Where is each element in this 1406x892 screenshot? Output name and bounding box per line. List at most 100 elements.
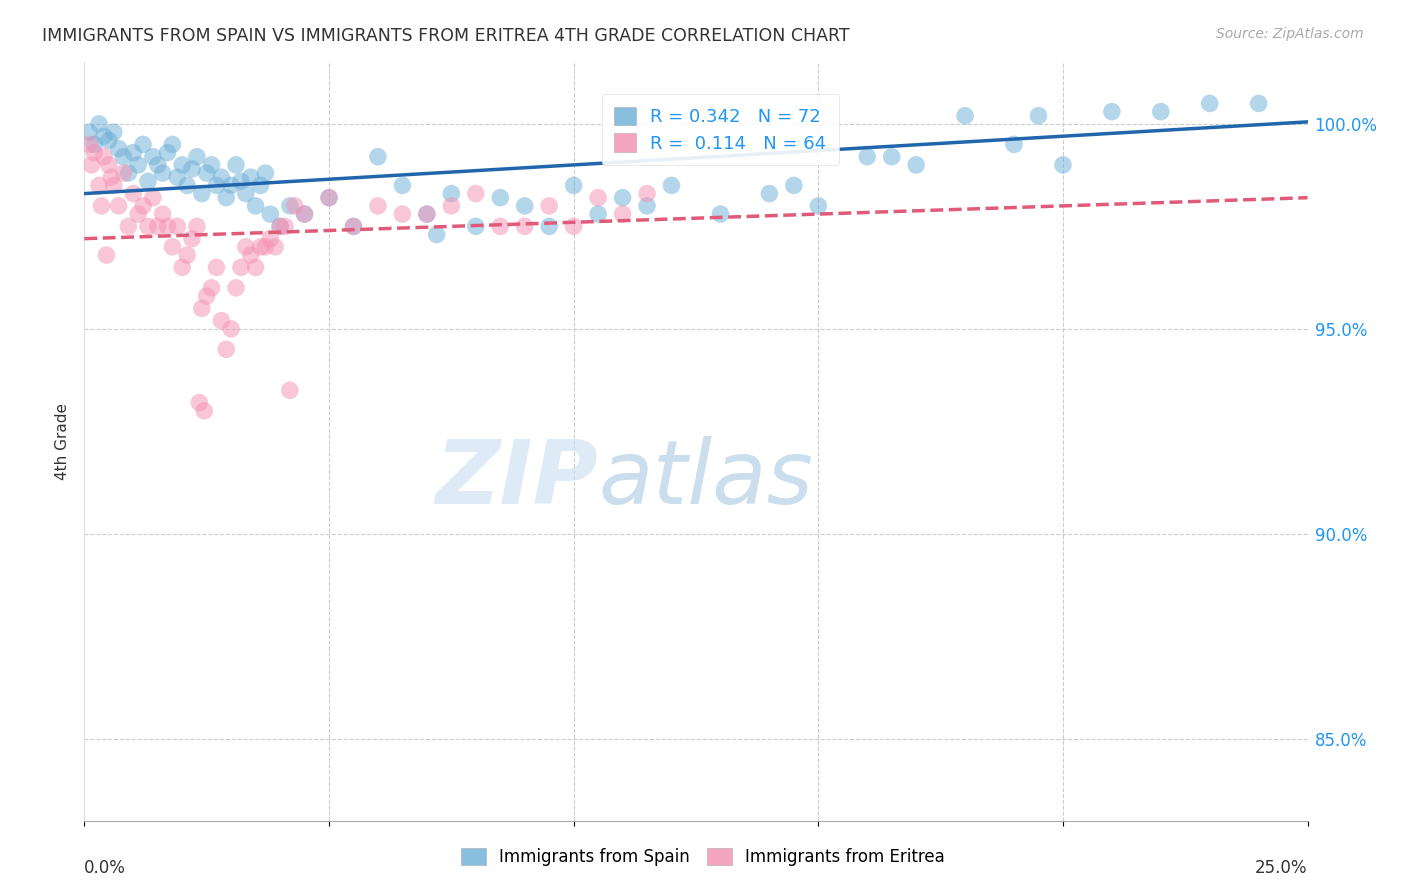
- Text: Source: ZipAtlas.com: Source: ZipAtlas.com: [1216, 27, 1364, 41]
- Point: [181, 161, 204, 176]
- Point: [103, 125, 125, 139]
- Point: [245, 260, 267, 275]
- Point: [195, 166, 218, 180]
- Point: [367, 150, 389, 164]
- Point: [219, 178, 242, 193]
- Point: [209, 170, 232, 185]
- Point: [294, 207, 316, 221]
- Point: [278, 384, 301, 398]
- Point: [127, 158, 149, 172]
- Text: atlas: atlas: [598, 436, 813, 523]
- Text: IMMIGRANTS FROM SPAIN VS IMMIGRANTS FROM ERITREA 4TH GRADE CORRELATION CHART: IMMIGRANTS FROM SPAIN VS IMMIGRANTS FROM…: [42, 27, 849, 45]
- Point: [259, 207, 281, 221]
- Point: [953, 109, 976, 123]
- Point: [156, 145, 179, 160]
- Point: [342, 219, 364, 234]
- Point: [87, 117, 110, 131]
- Point: [200, 281, 222, 295]
- Point: [586, 207, 609, 221]
- Point: [195, 289, 218, 303]
- Point: [152, 207, 174, 221]
- Point: [807, 199, 830, 213]
- Point: [112, 166, 135, 180]
- Point: [132, 137, 155, 152]
- Point: [636, 186, 658, 201]
- Point: [193, 404, 215, 418]
- Point: [191, 186, 214, 201]
- Point: [176, 248, 198, 262]
- Point: [489, 219, 512, 234]
- Point: [1052, 158, 1074, 172]
- Point: [136, 174, 159, 188]
- Point: [391, 207, 413, 221]
- Point: [112, 150, 135, 164]
- Point: [586, 191, 609, 205]
- Y-axis label: 4th Grade: 4th Grade: [55, 403, 70, 480]
- Point: [122, 145, 145, 160]
- Point: [856, 150, 879, 164]
- Point: [249, 178, 271, 193]
- Point: [152, 166, 174, 180]
- Point: [186, 219, 208, 234]
- Point: [489, 191, 512, 205]
- Point: [80, 158, 103, 172]
- Point: [426, 227, 449, 242]
- Point: [166, 219, 188, 234]
- Point: [318, 191, 340, 205]
- Point: [156, 219, 179, 234]
- Point: [97, 133, 120, 147]
- Point: [1101, 104, 1123, 119]
- Point: [318, 191, 340, 205]
- Point: [107, 199, 129, 213]
- Point: [117, 166, 139, 180]
- Point: [254, 166, 277, 180]
- Point: [219, 322, 242, 336]
- Point: [562, 178, 585, 193]
- Point: [96, 248, 118, 262]
- Point: [440, 186, 463, 201]
- Point: [93, 150, 115, 164]
- Point: [562, 219, 585, 234]
- Point: [181, 232, 204, 246]
- Point: [391, 178, 413, 193]
- Point: [215, 343, 238, 357]
- Point: [209, 313, 232, 327]
- Point: [284, 199, 307, 213]
- Point: [1002, 137, 1025, 152]
- Point: [100, 170, 122, 185]
- Point: [172, 260, 194, 275]
- Point: [122, 186, 145, 201]
- Point: [367, 199, 389, 213]
- Point: [191, 301, 214, 316]
- Point: [249, 240, 271, 254]
- Point: [90, 199, 112, 213]
- Point: [77, 137, 100, 152]
- Point: [1150, 104, 1173, 119]
- Text: ZIP: ZIP: [436, 436, 598, 523]
- Point: [239, 248, 262, 262]
- Point: [97, 158, 120, 172]
- Point: [225, 158, 247, 172]
- Point: [538, 199, 561, 213]
- Point: [245, 199, 267, 213]
- Point: [107, 141, 129, 155]
- Point: [127, 207, 149, 221]
- Point: [142, 191, 165, 205]
- Point: [416, 207, 439, 221]
- Point: [464, 186, 486, 201]
- Point: [416, 207, 439, 221]
- Point: [294, 207, 316, 221]
- Point: [205, 178, 228, 193]
- Point: [162, 137, 184, 152]
- Point: [239, 170, 262, 185]
- Point: [200, 158, 222, 172]
- Point: [440, 199, 463, 213]
- Point: [264, 240, 287, 254]
- Point: [269, 219, 291, 234]
- Point: [83, 145, 105, 160]
- Legend: R = 0.342   N = 72, R =  0.114   N = 64: R = 0.342 N = 72, R = 0.114 N = 64: [602, 95, 839, 165]
- Point: [83, 137, 105, 152]
- Point: [905, 158, 928, 172]
- Point: [229, 260, 252, 275]
- Point: [513, 219, 536, 234]
